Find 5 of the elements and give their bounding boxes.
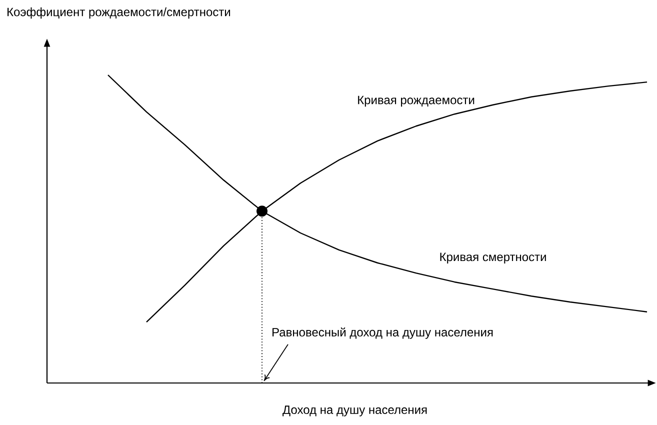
series-label: Кривая рождаемости (358, 96, 474, 107)
series-label: Кривая смертности (440, 252, 546, 264)
y-axis-title: Коэффициент рождаемости/смертности (8, 7, 230, 19)
x-axis-title: Доход на душу населения (282, 406, 427, 416)
annotation: Равновесный доход на душу населения (272, 327, 493, 339)
